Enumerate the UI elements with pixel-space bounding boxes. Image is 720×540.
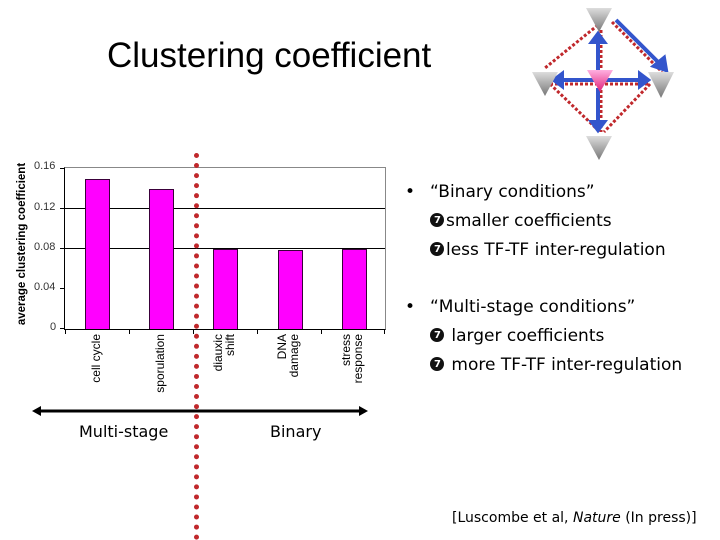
bar-dna-damage: [278, 250, 303, 329]
y-tick-label: 0: [50, 321, 57, 333]
network-motif-diagram: [532, 8, 674, 160]
node-left: [532, 72, 558, 96]
x-label-stress-response: stress response: [339, 334, 365, 384]
bullet-multi-stage: “Multi-stage conditions” larger coeffici…: [400, 293, 682, 380]
bullet-icon: [430, 321, 444, 350]
sub-bullet: larger coefficients: [400, 321, 682, 351]
bullet-binary: “Binary conditions” smaller coefficients…: [400, 178, 666, 265]
bar-diauxic-shift: [213, 249, 238, 329]
bullet-icon: [430, 235, 444, 264]
sub-bullet: smaller coefficients: [400, 206, 666, 236]
x-label-dna-damage: DNA damage: [275, 334, 301, 378]
y-axis-label: average clustering coefficient: [16, 162, 28, 326]
x-label-sporulation: sporulation: [153, 334, 167, 393]
x-label-diauxic-shift: diauxic shift: [211, 334, 237, 372]
bullet-icon: [430, 206, 444, 235]
bullet-heading: “Multi-stage conditions”: [400, 293, 682, 322]
multi-stage-label: Multi-stage: [79, 422, 169, 441]
sub-bullet: more TF-TF inter-regulation: [400, 350, 682, 380]
bar-stress-response: [342, 249, 367, 329]
bar-sporulation: [149, 189, 174, 329]
plot-area: [60, 167, 386, 334]
y-tick-label: 0.16: [34, 160, 56, 172]
node-right: [648, 72, 674, 98]
node-top: [586, 8, 612, 32]
x-label-cell-cycle: cell cycle: [89, 334, 103, 383]
slide-title: Clustering coefficient: [107, 36, 432, 75]
bar-cell-cycle: [85, 179, 110, 329]
double-headed-arrow: [32, 406, 368, 416]
y-tick-label: 0.12: [34, 201, 56, 213]
gridline: [65, 248, 385, 249]
group-divider-line: [194, 153, 199, 540]
binary-label: Binary: [270, 422, 322, 441]
bullet-heading: “Binary conditions”: [400, 178, 666, 207]
citation: [Luscombe et al, Nature (In press)]: [452, 510, 697, 526]
sub-bullet: less TF-TF inter-regulation: [400, 235, 666, 265]
gridline: [65, 208, 385, 209]
bullet-icon: [430, 350, 444, 379]
y-tick-label: 0.08: [34, 241, 56, 253]
node-center: [587, 70, 613, 92]
y-tick-label: 0.04: [34, 281, 56, 293]
node-bottom: [586, 136, 612, 160]
